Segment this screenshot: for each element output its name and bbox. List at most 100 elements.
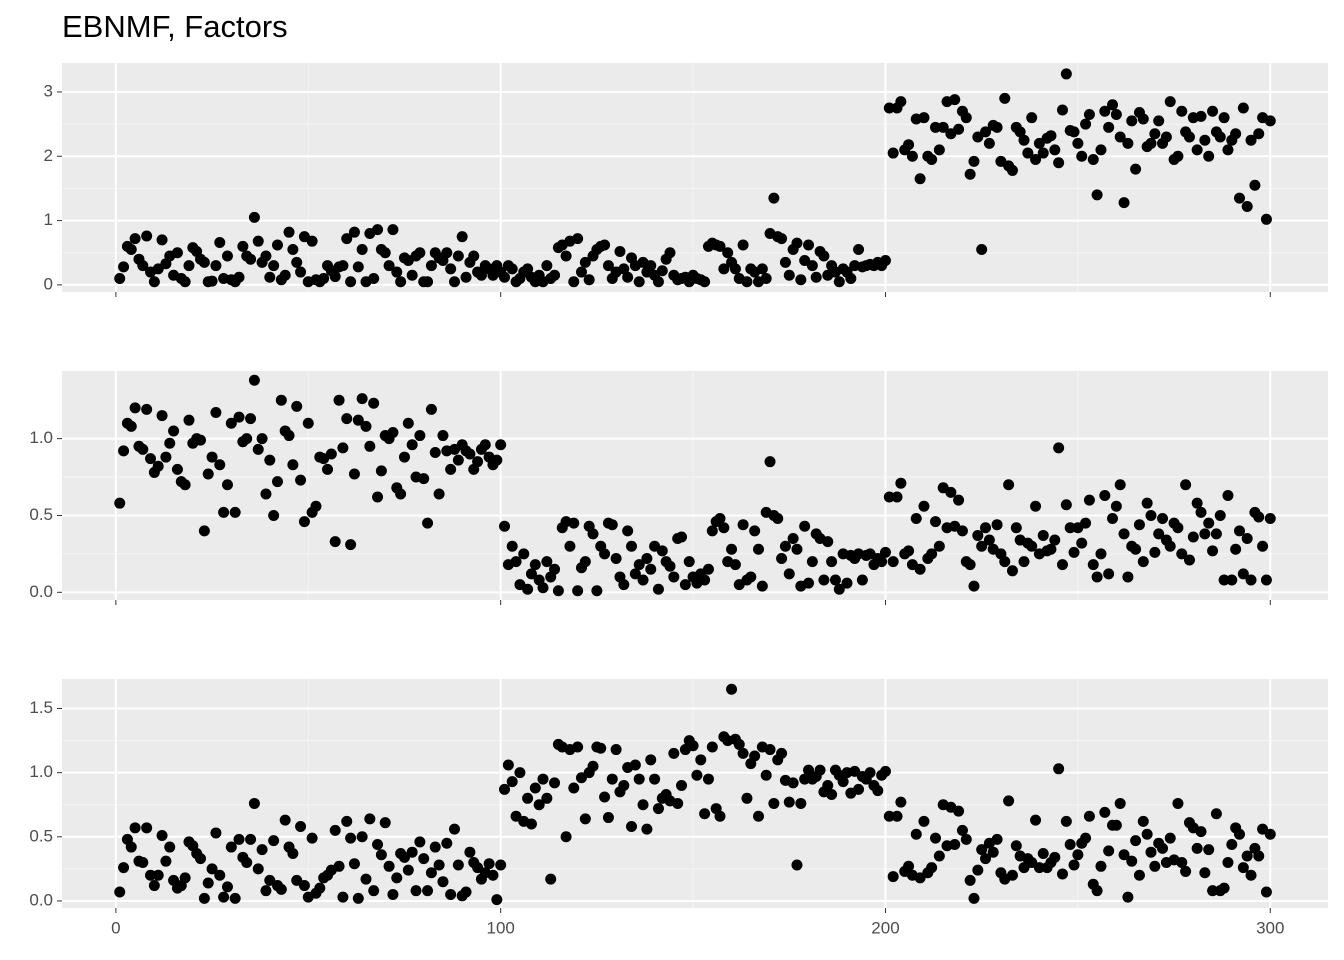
- point: [1264, 828, 1276, 840]
- point: [398, 451, 410, 463]
- point: [171, 463, 183, 475]
- point: [348, 858, 360, 870]
- y-tick-label: 1.0: [29, 762, 53, 781]
- point: [599, 239, 611, 251]
- point: [387, 889, 399, 901]
- point: [549, 269, 561, 281]
- point: [691, 769, 703, 781]
- point: [425, 403, 437, 415]
- point: [1022, 147, 1034, 159]
- point: [906, 150, 918, 162]
- point: [487, 869, 499, 881]
- point: [879, 254, 891, 266]
- point: [145, 453, 157, 465]
- point: [960, 833, 972, 845]
- point: [1149, 128, 1161, 140]
- point: [676, 779, 688, 791]
- point: [1037, 147, 1049, 159]
- point: [1133, 519, 1145, 531]
- point: [402, 417, 414, 429]
- point: [352, 892, 364, 904]
- point: [452, 454, 464, 466]
- point: [195, 434, 207, 446]
- point: [626, 540, 638, 552]
- point: [164, 437, 176, 449]
- point: [1056, 559, 1068, 571]
- point: [198, 525, 210, 537]
- point: [229, 892, 241, 904]
- point: [275, 883, 287, 895]
- point: [918, 112, 930, 124]
- y-tick-label: 2: [44, 146, 53, 165]
- point: [887, 556, 899, 568]
- point: [964, 874, 976, 886]
- point: [937, 121, 949, 133]
- point: [198, 892, 210, 904]
- point: [930, 832, 942, 844]
- point: [433, 859, 445, 871]
- point: [910, 513, 922, 525]
- point: [537, 582, 549, 594]
- point: [976, 540, 988, 552]
- point: [391, 266, 403, 278]
- point: [610, 553, 622, 565]
- point: [641, 553, 653, 565]
- point: [999, 92, 1011, 104]
- point: [318, 272, 330, 284]
- point: [1103, 568, 1115, 580]
- point: [372, 491, 384, 503]
- point: [976, 244, 988, 256]
- point: [637, 574, 649, 586]
- point: [949, 94, 961, 106]
- point: [618, 579, 630, 591]
- point: [845, 272, 857, 284]
- point: [676, 531, 688, 543]
- point: [1003, 795, 1015, 807]
- point: [953, 805, 965, 817]
- point: [441, 247, 453, 259]
- point: [791, 859, 803, 871]
- point: [1207, 545, 1219, 557]
- point: [668, 747, 680, 759]
- point: [568, 782, 580, 794]
- point: [787, 777, 799, 789]
- point: [903, 545, 915, 557]
- point: [1199, 867, 1211, 879]
- point: [826, 788, 838, 800]
- point: [233, 833, 245, 845]
- point: [1237, 102, 1249, 114]
- point: [1172, 150, 1184, 162]
- point: [980, 522, 992, 534]
- point: [1030, 500, 1042, 512]
- point: [1110, 819, 1122, 831]
- point: [1253, 511, 1265, 523]
- point: [422, 276, 434, 288]
- point: [129, 233, 141, 245]
- point: [903, 139, 915, 151]
- point: [387, 224, 399, 236]
- point: [1030, 814, 1042, 826]
- point: [629, 568, 641, 580]
- point: [1245, 869, 1257, 881]
- point: [983, 137, 995, 149]
- point: [499, 783, 511, 795]
- point: [1114, 131, 1126, 143]
- point: [1118, 849, 1130, 861]
- point: [806, 556, 818, 568]
- y-tick-label: 3: [44, 81, 53, 100]
- point: [806, 260, 818, 272]
- point: [1053, 442, 1065, 454]
- point: [1160, 131, 1172, 143]
- point: [352, 261, 364, 273]
- point: [368, 885, 380, 897]
- point: [302, 417, 314, 429]
- point: [179, 479, 191, 491]
- point: [245, 413, 257, 425]
- point: [260, 488, 272, 500]
- point: [787, 533, 799, 545]
- point: [1157, 842, 1169, 854]
- point: [1076, 150, 1088, 162]
- point: [341, 233, 353, 245]
- y-tick-label: 0.0: [29, 582, 53, 601]
- point: [1072, 849, 1084, 861]
